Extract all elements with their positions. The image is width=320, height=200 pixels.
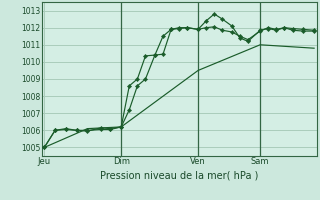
X-axis label: Pression niveau de la mer( hPa ): Pression niveau de la mer( hPa ) (100, 171, 258, 181)
